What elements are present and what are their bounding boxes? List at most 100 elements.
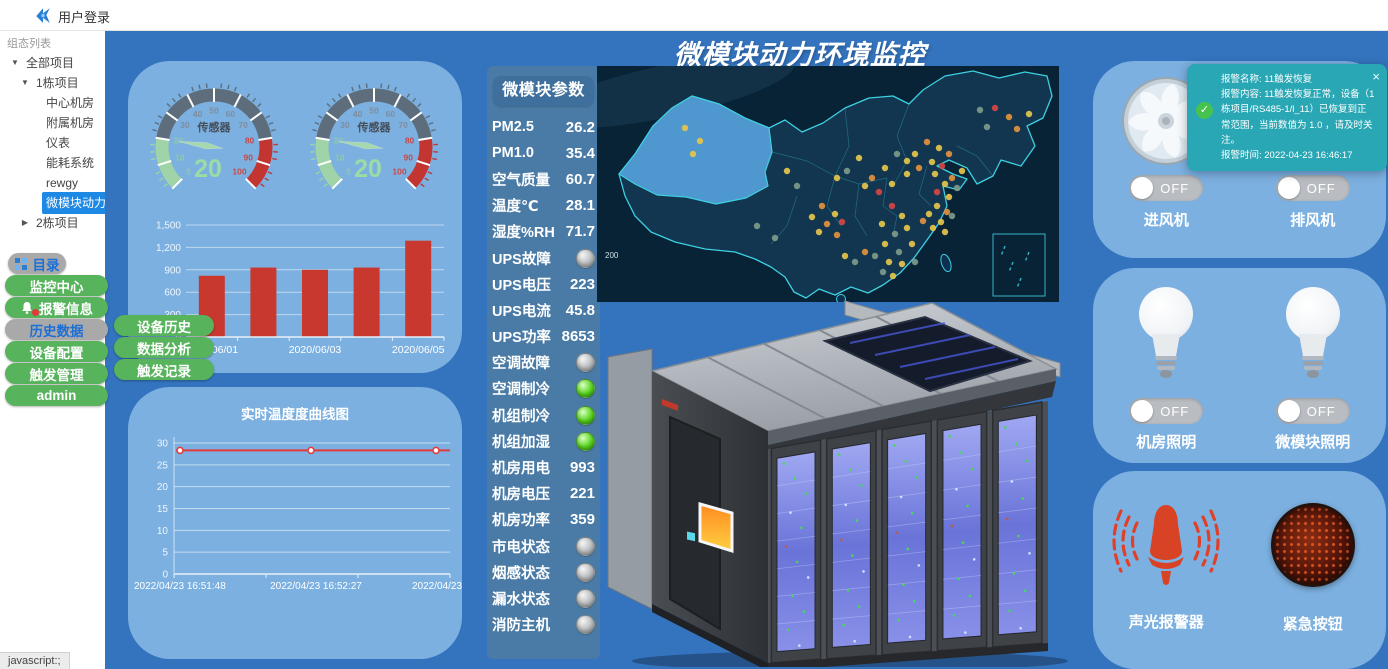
svg-text:10: 10 — [175, 152, 185, 162]
svg-text:10: 10 — [335, 152, 345, 162]
svg-text:40: 40 — [353, 109, 363, 119]
module-params-list: PM2.5 26.2 PM1.0 35.4 空气质量 60.7 温度℃ 28.1 湿度%RH 71… — [487, 114, 600, 638]
param-row: UPS功率 8653 — [492, 324, 595, 350]
close-icon[interactable]: × — [1372, 69, 1380, 84]
svg-text:600: 600 — [164, 288, 181, 299]
light-bulb-icon[interactable] — [1130, 284, 1202, 384]
menu-item-监控中心[interactable]: 监控中心 — [5, 275, 108, 296]
tree-item-label: rewgy — [46, 176, 79, 190]
param-label: 机房用电 — [492, 461, 550, 478]
param-label: PM2.5 — [492, 119, 534, 136]
svg-text:2022/04/23 16:52:27: 2022/04/23 16:52:27 — [270, 581, 362, 592]
submenu-item-数据分析[interactable]: 数据分析 — [114, 337, 214, 358]
param-label: 市电状态 — [492, 539, 550, 556]
line-chart-title: 实时温度度曲线图 — [241, 407, 349, 422]
param-row: 机房功率 359 — [492, 507, 595, 533]
menu-item-admin[interactable]: admin — [5, 385, 108, 406]
temperature-panel: 0 5 10 15 20 25 30 2022/04/23 16:51:48 2022/04/2… — [128, 387, 462, 659]
svg-text:50: 50 — [209, 105, 219, 115]
gauge-title: 传感器 — [357, 120, 392, 134]
svg-text:2020/06/05: 2020/06/05 — [392, 344, 445, 356]
tree-item-中心机房[interactable]: 中心机房 — [0, 93, 105, 113]
emergency-button-icon[interactable] — [1270, 503, 1355, 587]
menu-item-label: 历史数据 — [29, 323, 84, 339]
svg-text:25: 25 — [157, 460, 169, 471]
param-label: 温度℃ — [492, 199, 539, 216]
param-label: 烟感状态 — [492, 565, 550, 582]
tree-item-1栋项目[interactable]: ▼ 1栋项目 — [0, 73, 105, 93]
status-led-green — [576, 379, 595, 399]
param-row: UPS电压 223 — [492, 271, 595, 297]
notify-line-time: 报警时间: 2022-04-23 16:46:17 — [1221, 149, 1353, 161]
param-row: 机房用电 993 — [492, 454, 595, 480]
menu-item-触发管理[interactable]: 触发管理 — [5, 363, 108, 384]
param-label: UPS故障 — [492, 251, 551, 268]
bell-icon — [20, 301, 39, 316]
server-base-left — [652, 604, 768, 667]
submenu-item-触发记录[interactable]: 触发记录 — [114, 359, 214, 380]
light-toggle-1[interactable]: OFF — [1129, 398, 1204, 424]
toggle-state-label: OFF — [1160, 180, 1190, 196]
svg-text:70: 70 — [398, 120, 408, 130]
chevron-right-icon[interactable]: ▶ — [21, 218, 29, 227]
menu-item-设备配置[interactable]: 设备配置 — [5, 341, 108, 362]
xinjiang-region — [618, 95, 773, 205]
tree-item-label: 2栋项目 — [36, 216, 79, 230]
module-params-title: 微模块参数 — [493, 76, 594, 106]
menu-item-目录[interactable]: 目录 — [8, 253, 66, 274]
rack-doors — [770, 401, 1043, 664]
user-login-link[interactable]: 用户登录 — [58, 10, 111, 25]
fan-toggle-2[interactable]: OFF — [1275, 175, 1350, 201]
chevron-down-icon[interactable]: ▼ — [11, 58, 19, 67]
menu-item-报警信息[interactable]: 报警信息 — [5, 297, 108, 318]
notify-line-content: 报警内容: 11触发恢复正常，设备（1栋项目/RS485-1/l_11）已恢复到… — [1221, 89, 1375, 146]
menu-item-label: 触发管理 — [29, 367, 84, 383]
svg-text:0: 0 — [346, 167, 351, 177]
alarm-notification: ✓ × 报警名称: 11触发恢复 报警内容: 11触发恢复正常，设备（1栋项目/… — [1187, 64, 1387, 172]
tree-item-附属机房[interactable]: 附属机房 — [0, 113, 105, 133]
toggle-knob — [1131, 177, 1154, 199]
status-led-green — [576, 405, 595, 425]
svg-text:80: 80 — [405, 136, 415, 146]
light-label: 机房照明 — [1136, 434, 1197, 451]
tree-item-全部项目[interactable]: ▼ 全部项目 — [0, 53, 105, 73]
menu-item-历史数据[interactable]: 历史数据 — [5, 319, 108, 340]
map-light-streak — [539, 53, 795, 129]
tree-item-能耗系统[interactable]: 能耗系统 — [0, 153, 105, 173]
param-row: 空调故障 — [492, 350, 595, 376]
server-base-front — [768, 643, 1048, 667]
gauge-value: 20 — [194, 155, 222, 183]
light-toggle-2[interactable]: OFF — [1275, 398, 1350, 424]
config-list-label: 组态列表 — [7, 38, 51, 50]
server-room-render — [607, 300, 1068, 667]
server-door — [669, 415, 721, 631]
light-bulb-icon[interactable] — [1277, 284, 1349, 384]
menu-item-label: 设备配置 — [29, 345, 84, 361]
submenu-item-设备历史[interactable]: 设备历史 — [114, 315, 214, 336]
siren-icon[interactable] — [1111, 499, 1221, 591]
status-led-gray — [576, 588, 595, 608]
param-label: 漏水状态 — [492, 591, 550, 608]
tree-item-仪表[interactable]: 仪表 — [0, 133, 105, 153]
line-point-2 — [307, 446, 315, 455]
param-row: PM1.0 35.4 — [492, 140, 595, 166]
roof-front-band — [768, 369, 1056, 445]
door-red-handle — [662, 399, 678, 411]
control-screen[interactable] — [698, 502, 734, 554]
tree-item-rewgy[interactable]: rewgy — [0, 173, 105, 193]
tree-item-微模块动力环境[interactable]: 微模块动力环境 — [0, 192, 105, 214]
chevron-down-icon[interactable]: ▼ — [21, 78, 29, 87]
alert-badge — [32, 308, 39, 316]
tree-item-2栋项目[interactable]: ▶ 2栋项目 — [0, 213, 105, 233]
line-chart: 0 5 10 15 20 25 30 2022/04/23 16:51:48 2022/04/2… — [134, 437, 462, 592]
svg-text:15: 15 — [157, 504, 169, 515]
param-row: UPS故障 — [492, 245, 595, 271]
light-device-1: OFF 机房照明 — [1099, 268, 1234, 463]
status-led-gray — [576, 615, 595, 635]
siren-label: 声光报警器 — [1128, 614, 1204, 631]
tree-item-label: 1栋项目 — [36, 76, 79, 90]
fan-toggle-1[interactable]: OFF — [1129, 175, 1204, 201]
page-title: 微模块动力环境监控 — [674, 40, 926, 70]
toggle-state-label: OFF — [1306, 180, 1336, 196]
